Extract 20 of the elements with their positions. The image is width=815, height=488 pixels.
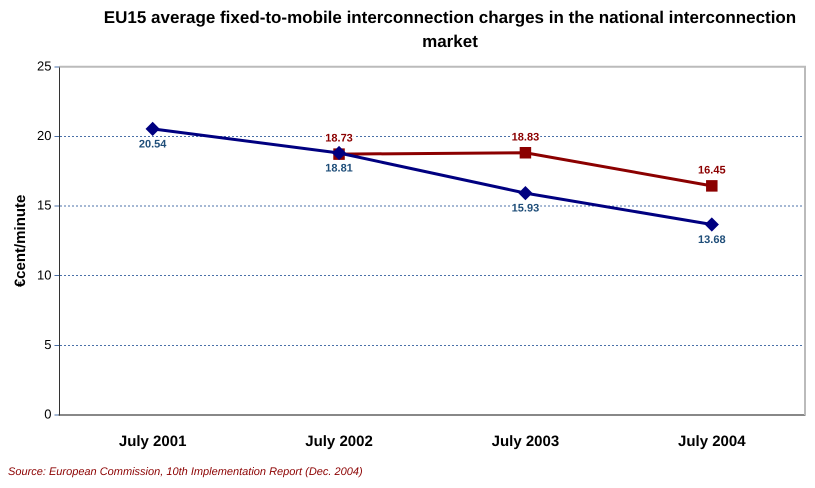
y-tick-label: 15: [36, 198, 52, 213]
x-tick-label: July 2002: [305, 433, 373, 450]
data-label: 16.45: [698, 164, 726, 176]
y-tick-label: 25: [36, 58, 52, 74]
x-tick-label: July 2003: [492, 433, 560, 450]
data-label: 20.54: [138, 138, 168, 150]
source-note: Source: European Commission, 10th Implementation Report (Dec. 2004): [8, 466, 363, 478]
data-label: 13.68: [698, 234, 726, 246]
data-label: 15.93: [512, 202, 540, 215]
y-tick-label: 20: [36, 128, 52, 144]
data-label: 18.83: [512, 131, 540, 144]
y-tick-label: 0: [44, 406, 52, 422]
x-tick-label: July 2004: [678, 433, 746, 450]
chart-title: EU15 average fixed-to-mobile interconnection charges in the national interconnection market: [102, 7, 798, 53]
data-label: 18.73: [325, 132, 353, 145]
y-tick-label: 5: [44, 336, 52, 352]
y-axis-title: €cent/minute: [12, 194, 30, 288]
x-tick-label: July 2001: [118, 433, 186, 450]
data-label: 18.81: [325, 162, 353, 175]
y-tick-label: 10: [36, 267, 52, 282]
